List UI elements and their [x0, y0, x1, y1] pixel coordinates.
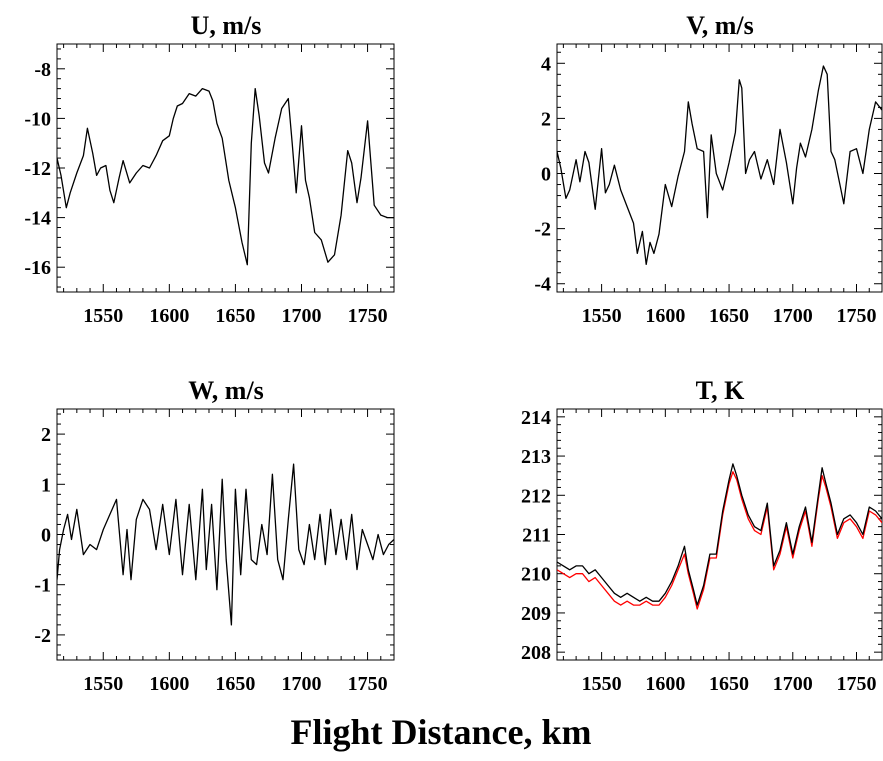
x-tick-label: 1600	[149, 673, 189, 695]
y-tick-label: 210	[521, 564, 551, 586]
panel-u-wind: U, m/s 1550 1600 1650 1700 1750 -16 -14 -12 -10 -8	[24, 11, 395, 327]
y-tick-label: 214	[521, 407, 551, 429]
panel-title: U, m/s	[191, 11, 262, 40]
x-tick-label: 1750	[837, 673, 877, 695]
y-tick-label: 212	[521, 485, 551, 507]
series-line-red	[557, 471, 882, 610]
y-tick-label: 2	[41, 424, 51, 446]
x-tick-label: 1700	[281, 673, 321, 695]
panel-title: V, m/s	[686, 11, 753, 40]
x-tick-label: 1750	[348, 673, 388, 695]
x-tick-label: 1550	[582, 673, 622, 695]
y-tick-label: 208	[521, 642, 551, 664]
plot-frame	[556, 43, 883, 293]
y-tick-label: 0	[41, 525, 51, 547]
series-line-black	[557, 463, 882, 606]
x-tick-label: 1700	[281, 305, 321, 327]
series-line-black	[557, 65, 882, 266]
y-tick-label: -4	[534, 274, 551, 296]
y-tick-label: 213	[521, 446, 551, 468]
x-tick-label: 1650	[709, 305, 749, 327]
figure-x-axis-label: Flight Distance, km	[291, 712, 592, 752]
x-tick-label: 1650	[215, 305, 255, 327]
y-tick-label: 4	[541, 53, 551, 75]
series-line-black	[57, 463, 394, 626]
panel-w-wind: W, m/s 1550 1600 1650 1700 1750 -2 -1 0 1 2	[34, 376, 395, 695]
y-tick-label: -10	[24, 108, 51, 130]
y-tick-label: -14	[24, 208, 51, 230]
y-tick-label: 0	[541, 164, 551, 186]
y-tick-label: -2	[534, 219, 551, 241]
y-tick-label: -2	[34, 625, 51, 647]
x-tick-label: 1600	[645, 305, 685, 327]
y-tick-label: 211	[522, 525, 551, 547]
y-tick-label: -12	[24, 158, 51, 180]
x-tick-label: 1600	[149, 305, 189, 327]
y-tick-label: -16	[24, 257, 51, 279]
y-tick-label: 2	[541, 108, 551, 130]
x-tick-label: 1550	[83, 673, 123, 695]
x-tick-label: 1750	[348, 305, 388, 327]
series-line-black	[57, 87, 394, 266]
y-tick-label: -1	[34, 575, 51, 597]
y-tick-label: 1	[41, 474, 51, 496]
x-tick-label: 1700	[773, 305, 813, 327]
y-tick-label: -8	[34, 59, 51, 81]
x-tick-label: 1600	[645, 673, 685, 695]
x-tick-label: 1650	[709, 673, 749, 695]
panel-title: W, m/s	[188, 376, 264, 405]
x-tick-label: 1700	[773, 673, 813, 695]
y-tick-label: 209	[521, 603, 551, 625]
panel-v-wind: V, m/s 1550 1600 1650 1700 1750 -4 -2 0 2 4	[534, 11, 883, 327]
x-tick-label: 1550	[582, 305, 622, 327]
panel-title: T, K	[696, 376, 745, 405]
panel-temperature: T, K 1550 1600 1650 1700 1750 208 209 210 211 212 2…	[521, 376, 883, 695]
x-tick-label: 1550	[83, 305, 123, 327]
plot-frame	[56, 43, 395, 293]
x-tick-label: 1650	[215, 673, 255, 695]
x-tick-label: 1750	[837, 305, 877, 327]
